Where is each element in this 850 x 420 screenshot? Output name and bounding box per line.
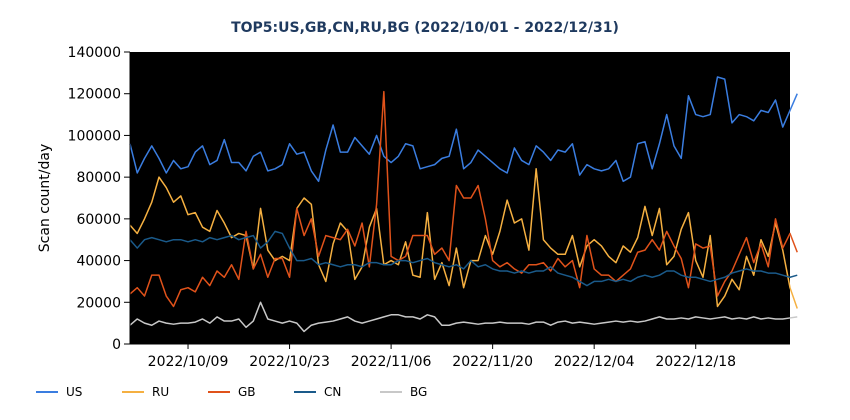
series-line-cn [129,230,798,287]
x-tick-label: 2022/10/23 [249,354,330,370]
y-tick-label: 100000 [68,128,121,144]
legend: US RU GB CN BG [36,385,427,399]
chart-title: TOP5:US,GB,CN,RU,BG (2022/10/01 - 2022/1… [231,20,619,36]
x-axis: 2022/10/09 2022/10/23 2022/11/06 2022/11/20… [130,343,790,370]
legend-label-ru: RU [152,385,169,399]
series-line-us [129,76,798,183]
x-tick-label: 2022/11/20 [452,354,533,370]
x-tick-label: 2022/12/04 [554,354,635,370]
y-tick-label: 120000 [68,87,121,103]
y-tick-label: 40000 [76,254,121,270]
y-tick-label: 140000 [68,45,121,61]
legend-label-cn: CN [324,385,341,399]
y-tick-label: 80000 [76,170,121,186]
y-tick-label: 20000 [76,295,121,311]
series-line-bg [129,301,798,333]
plot-background [130,52,790,344]
y-axis: 0 20000 40000 60000 80000 100000 120000 140000 [68,45,131,353]
legend-label-bg: BG [410,385,427,399]
x-tick-label: 2022/12/18 [655,354,736,370]
series-line-ru [129,168,798,309]
x-tick-label: 2022/10/09 [148,354,229,370]
legend-label-us: US [66,385,82,399]
legend-label-gb: GB [238,385,256,399]
y-tick-label: 0 [112,337,121,353]
y-axis-label: Scan count/day [37,144,53,252]
series-line-gb [129,90,798,308]
plot-series [129,76,798,333]
x-tick-label: 2022/11/06 [351,354,432,370]
y-tick-label: 60000 [76,212,121,228]
